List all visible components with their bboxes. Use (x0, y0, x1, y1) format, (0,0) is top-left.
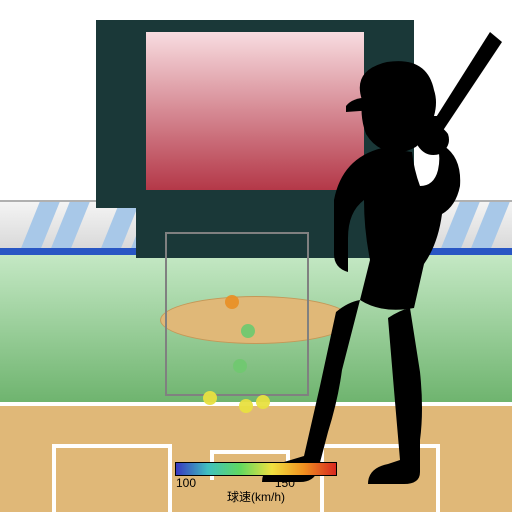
pitch-marker (233, 359, 247, 373)
batter-box-line (436, 444, 440, 512)
pitch-marker (256, 395, 270, 409)
batter-box-line (52, 444, 172, 448)
batter-box-line (320, 444, 440, 448)
scoreboard-screen (146, 32, 364, 190)
batter-box-line (52, 444, 56, 512)
velocity-legend: 100 . 150 . 球速(km/h) (146, 462, 366, 512)
legend-tick-min: 100 (176, 476, 196, 490)
pitch-marker (239, 399, 253, 413)
legend-label: 球速(km/h) (146, 488, 366, 505)
pitch-marker (241, 324, 255, 338)
legend-gradient-bar (175, 462, 337, 476)
pitch-marker (225, 295, 239, 309)
home-plate (210, 450, 290, 454)
pitch-marker (203, 391, 217, 405)
pitch-location-chart: 100 . 150 . 球速(km/h) (0, 0, 512, 512)
